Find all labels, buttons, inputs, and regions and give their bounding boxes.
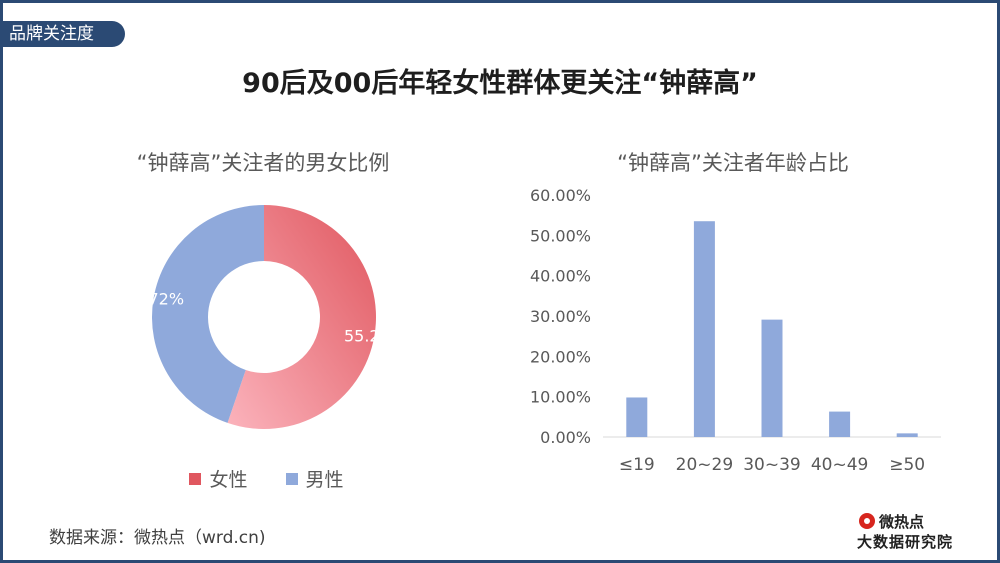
donut-legend: 女性 男性 <box>3 465 530 492</box>
weiredian-logo: 微热点 大数据研究院 <box>857 511 977 555</box>
y-tick-label: 10.00% <box>530 388 591 407</box>
donut-chart: 55.28% 44.72% <box>123 205 405 429</box>
donut-label-male: 44.72% <box>123 290 184 309</box>
slide: 品牌关注度 90后及00后年轻女性群体更关注“钟薛高” “钟薛高”关注者的男女比… <box>3 3 997 560</box>
bar-3 <box>829 411 851 437</box>
section-tag: 品牌关注度 <box>3 21 125 47</box>
logo-line-1: 微热点 <box>879 513 925 531</box>
data-source: 数据来源：微热点（wrd.cn) <box>49 528 266 548</box>
x-tick-label: 40~49 <box>811 455 869 475</box>
legend-item-female: 女性 <box>189 465 247 492</box>
y-tick-label: 50.00% <box>530 226 591 245</box>
bar-chart: 0.00% 10.00% 20.00% 30.00% 40.00% 50.00% 60.00… <box>530 186 941 475</box>
logo-eye-icon <box>859 513 875 529</box>
legend-item-male: 男性 <box>285 465 344 492</box>
y-tick-label: 0.00% <box>540 428 591 447</box>
y-tick-label: 20.00% <box>530 347 591 366</box>
charts-canvas: 55.28% 44.72% 0.00% 10.00% 20.00% 30.00% 40.0… <box>123 186 941 475</box>
y-tick-label: 60.00% <box>530 186 591 205</box>
legend-label-male: 男性 <box>305 469 344 491</box>
donut-slice-male <box>151 205 264 423</box>
y-tick-label: 30.00% <box>530 307 591 326</box>
donut-slice-female <box>227 205 376 429</box>
x-tick-label: ≤19 <box>619 455 655 475</box>
bar-0 <box>626 397 648 437</box>
bar-2 <box>761 319 783 437</box>
x-tick-label: 20~29 <box>676 455 734 475</box>
legend-swatch-female <box>189 473 202 485</box>
logo-line-2: 大数据研究院 <box>857 533 954 551</box>
donut-chart-title: “钟薛高”关注者的男女比例 <box>136 151 390 175</box>
donut-label-female: 55.28% <box>344 326 405 345</box>
bar-4 <box>896 433 918 437</box>
x-tick-label: ≥50 <box>889 455 925 475</box>
bar-chart-title: “钟薛高”关注者年龄占比 <box>617 151 849 175</box>
bar-1 <box>693 221 715 437</box>
x-tick-label: 30~39 <box>743 455 801 475</box>
y-tick-label: 40.00% <box>530 267 591 286</box>
legend-label-female: 女性 <box>209 469 248 491</box>
page-title: 90后及00后年轻女性群体更关注“钟薛高” <box>242 68 758 99</box>
legend-swatch-male <box>285 473 298 485</box>
